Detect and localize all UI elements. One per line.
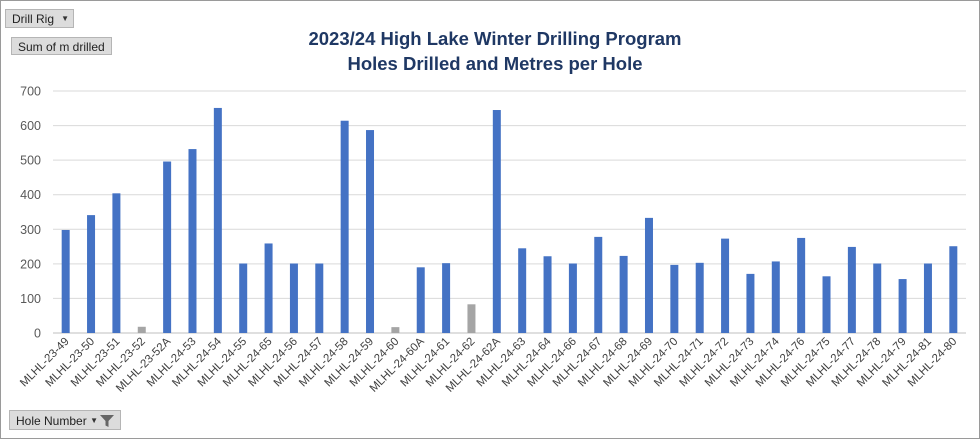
y-tick-label: 200 xyxy=(20,257,41,271)
bar-mlhl-24-69[interactable] xyxy=(644,217,653,333)
bar-mlhl-24-61[interactable] xyxy=(442,263,451,333)
bar-mlhl-24-62[interactable] xyxy=(467,304,476,333)
chart-title-block: 2023/24 High Lake Winter Drilling Progra… xyxy=(250,26,740,76)
bar-mlhl-24-55[interactable] xyxy=(239,263,248,333)
bar-mlhl-24-57[interactable] xyxy=(315,263,324,333)
chevron-down-icon: ▼ xyxy=(61,14,69,23)
bar-mlhl-24-79[interactable] xyxy=(898,279,907,333)
bar-mlhl-24-73[interactable] xyxy=(746,273,755,333)
chart-subtitle: Holes Drilled and Metres per Hole xyxy=(347,53,643,74)
drill-rig-filter-label: Drill Rig xyxy=(12,12,54,26)
y-tick-label: 100 xyxy=(20,292,41,306)
y-tick-label: 700 xyxy=(20,85,41,99)
bar-mlhl-24-67[interactable] xyxy=(594,236,603,333)
chart-title: 2023/24 High Lake Winter Drilling Progra… xyxy=(308,28,682,49)
bar-mlhl-24-81[interactable] xyxy=(923,263,932,333)
bars xyxy=(61,107,958,333)
sum-of-m-drilled-field-button[interactable]: Sum of m drilled xyxy=(11,37,112,55)
y-tick-label: 300 xyxy=(20,223,41,237)
bar-mlhl-23-49[interactable] xyxy=(61,229,70,333)
y-tick-label: 600 xyxy=(20,119,41,133)
bar-mlhl-24-60[interactable] xyxy=(391,327,400,333)
bar-mlhl-23-52a[interactable] xyxy=(163,161,172,333)
bar-mlhl-24-70[interactable] xyxy=(670,264,679,333)
bar-mlhl-24-66[interactable] xyxy=(568,263,577,333)
y-axis-ticks: 0 100 200 300 400 500 600 700 xyxy=(20,85,41,341)
bar-mlhl-24-53[interactable] xyxy=(188,149,197,333)
value-field-label: Sum of m drilled xyxy=(18,40,105,54)
bar-mlhl-24-54[interactable] xyxy=(213,107,222,333)
bar-mlhl-24-60a[interactable] xyxy=(416,267,425,333)
bar-mlhl-24-64[interactable] xyxy=(543,256,552,333)
chevron-down-icon: ▼ xyxy=(90,416,98,425)
bar-mlhl-24-58[interactable] xyxy=(340,120,349,333)
bar-mlhl-24-71[interactable] xyxy=(695,262,704,333)
gridlines xyxy=(53,90,966,334)
bar-mlhl-24-72[interactable] xyxy=(721,238,730,333)
bar-mlhl-23-50[interactable] xyxy=(87,215,96,333)
bar-mlhl-24-75[interactable] xyxy=(822,276,831,333)
bar-mlhl-24-77[interactable] xyxy=(847,246,856,333)
hole-number-axis-button[interactable]: Hole Number ▼ xyxy=(9,410,121,430)
bar-mlhl-24-80[interactable] xyxy=(949,246,958,333)
bar-mlhl-23-51[interactable] xyxy=(112,193,121,333)
bar-mlhl-24-56[interactable] xyxy=(289,263,298,333)
bar-mlhl-24-65[interactable] xyxy=(264,243,273,333)
x-axis-ticks: MLHL-23-49MLHL-23-50MLHL-23-51MLHL-23-52… xyxy=(18,335,959,395)
bar-mlhl-24-63[interactable] xyxy=(518,248,527,333)
bar-mlhl-24-68[interactable] xyxy=(619,255,628,333)
axis-field-label: Hole Number xyxy=(16,414,87,428)
y-tick-label: 400 xyxy=(20,188,41,202)
bar-mlhl-24-74[interactable] xyxy=(771,261,780,333)
drill-rig-filter-button[interactable]: Drill Rig ▼ xyxy=(5,9,74,28)
y-tick-label: 500 xyxy=(20,154,41,168)
bar-mlhl-23-52[interactable] xyxy=(137,326,146,333)
bar-mlhl-24-78[interactable] xyxy=(873,263,882,333)
bar-mlhl-24-62a[interactable] xyxy=(492,110,501,333)
bar-mlhl-24-59[interactable] xyxy=(366,130,375,333)
bar-mlhl-24-76[interactable] xyxy=(797,237,806,333)
filter-icon xyxy=(100,415,114,427)
y-tick-label: 0 xyxy=(34,327,41,341)
